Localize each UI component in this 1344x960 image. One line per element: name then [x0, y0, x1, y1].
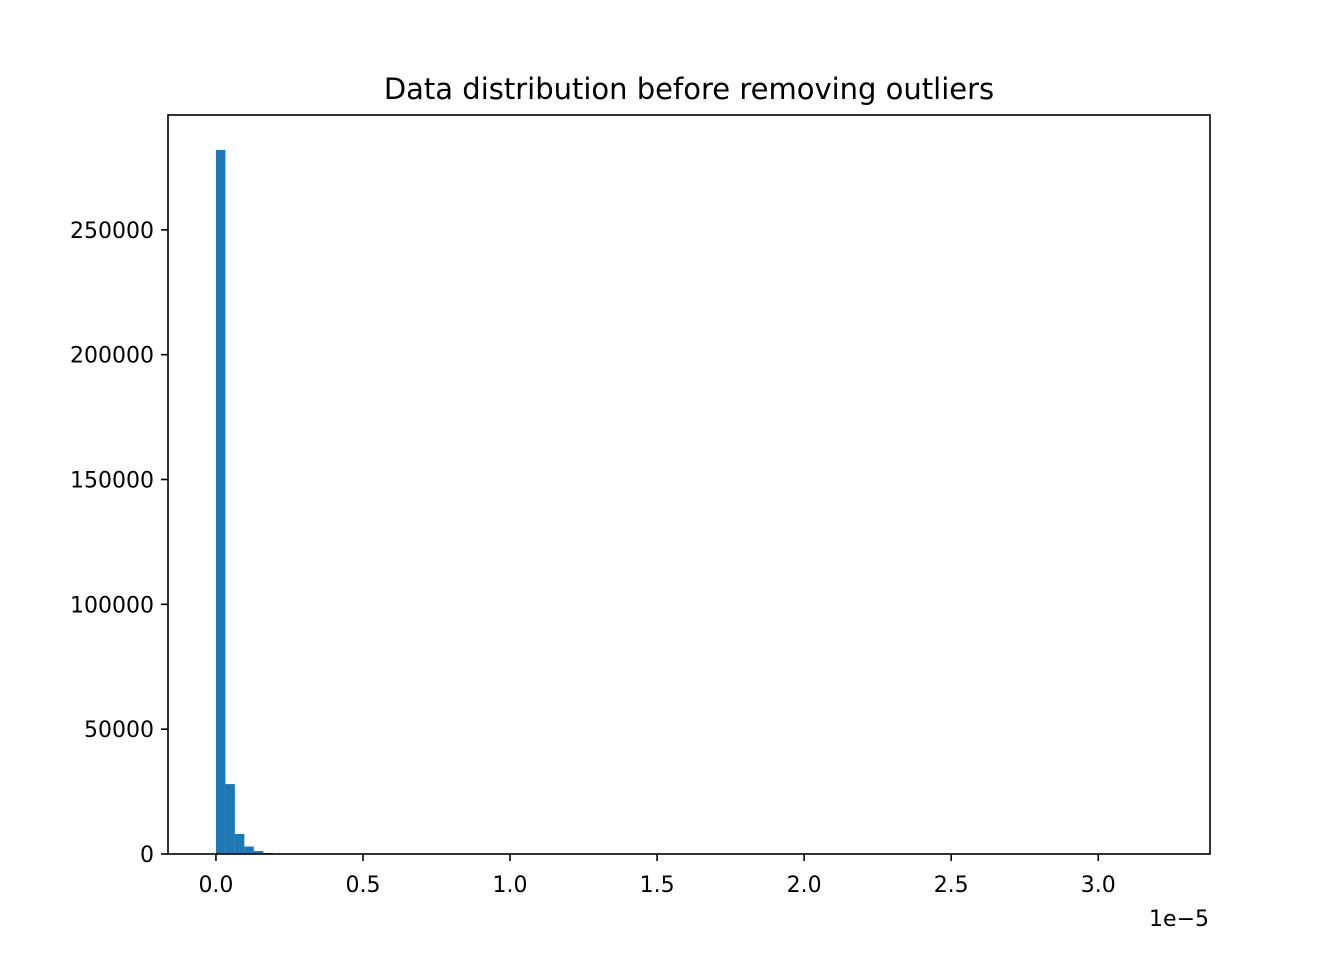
y-tick-label: 50000 [84, 718, 154, 743]
histogram-bar [253, 851, 264, 854]
x-tick-label: 1.5 [640, 873, 675, 898]
x-tick-label: 1.0 [493, 873, 528, 898]
histogram-bar [234, 834, 245, 854]
x-tick-label: 0.5 [345, 873, 380, 898]
x-tick-label: 3.0 [1081, 873, 1116, 898]
plot-area-frame [167, 114, 1211, 855]
bars-group [215, 149, 283, 854]
x-tick-label: 2.5 [934, 873, 969, 898]
y-tick-label: 0 [140, 843, 154, 868]
y-tick-label: 100000 [70, 593, 154, 618]
histogram-bar [215, 149, 226, 854]
x-tick-label: 2.0 [787, 873, 822, 898]
chart-title: Data distribution before removing outlie… [384, 72, 994, 106]
y-tick-label: 200000 [70, 344, 154, 369]
x-axis-offset-text: 1e−5 [1149, 907, 1209, 932]
y-axis: 0 50000 100000 150000 200000 250000 [70, 219, 168, 868]
histogram-bar [225, 784, 235, 854]
y-tick-label: 250000 [70, 219, 154, 244]
histogram-bar [244, 846, 254, 854]
x-tick-label: 0.0 [198, 873, 233, 898]
y-tick-label: 150000 [70, 469, 154, 494]
x-axis: 0.0 0.5 1.0 1.5 2.0 2.5 3.0 [198, 854, 1116, 898]
